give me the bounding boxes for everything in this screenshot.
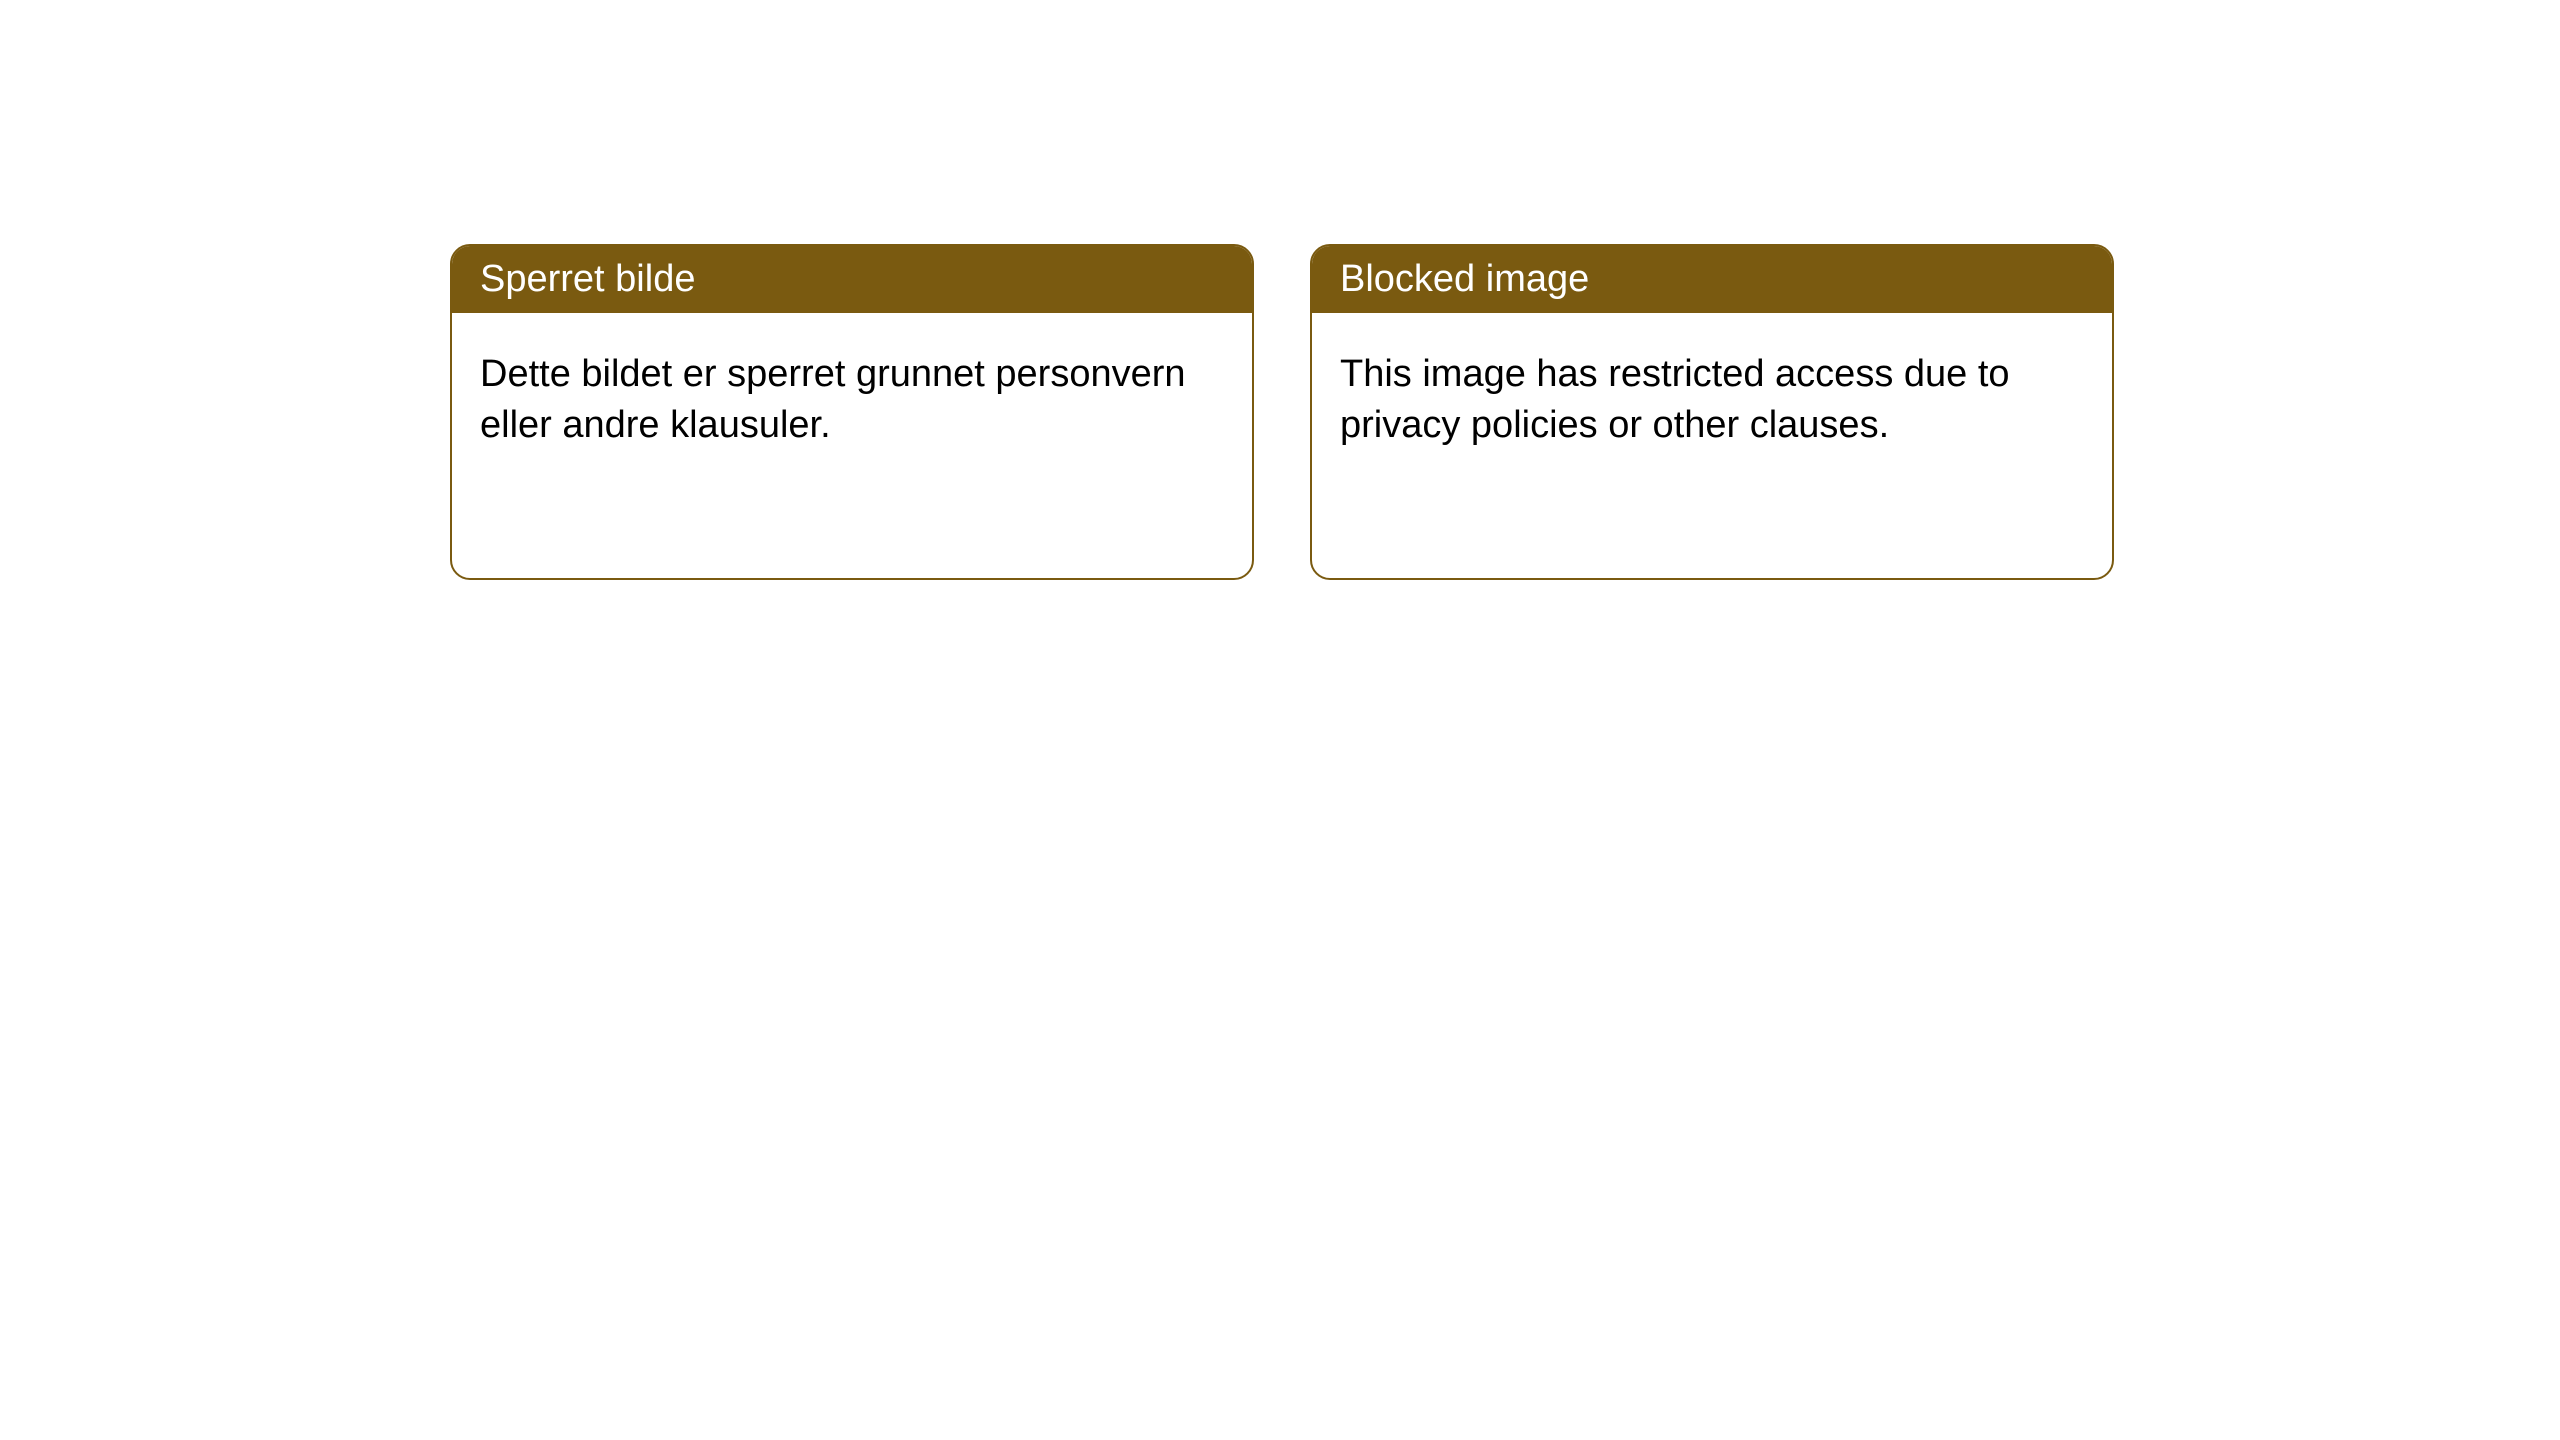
card-title-en: Blocked image	[1340, 258, 1589, 300]
card-body-en: This image has restricted access due to …	[1312, 313, 2112, 488]
card-body-text-en: This image has restricted access due to …	[1340, 353, 2010, 446]
card-header-en: Blocked image	[1312, 246, 2112, 313]
card-title-no: Sperret bilde	[480, 258, 695, 300]
card-body-no: Dette bildet er sperret grunnet personve…	[452, 313, 1252, 488]
notice-container: Sperret bilde Dette bildet er sperret gr…	[450, 244, 2114, 580]
card-header-no: Sperret bilde	[452, 246, 1252, 313]
card-body-text-no: Dette bildet er sperret grunnet personve…	[480, 353, 1186, 446]
blocked-image-card-no: Sperret bilde Dette bildet er sperret gr…	[450, 244, 1254, 580]
blocked-image-card-en: Blocked image This image has restricted …	[1310, 244, 2114, 580]
